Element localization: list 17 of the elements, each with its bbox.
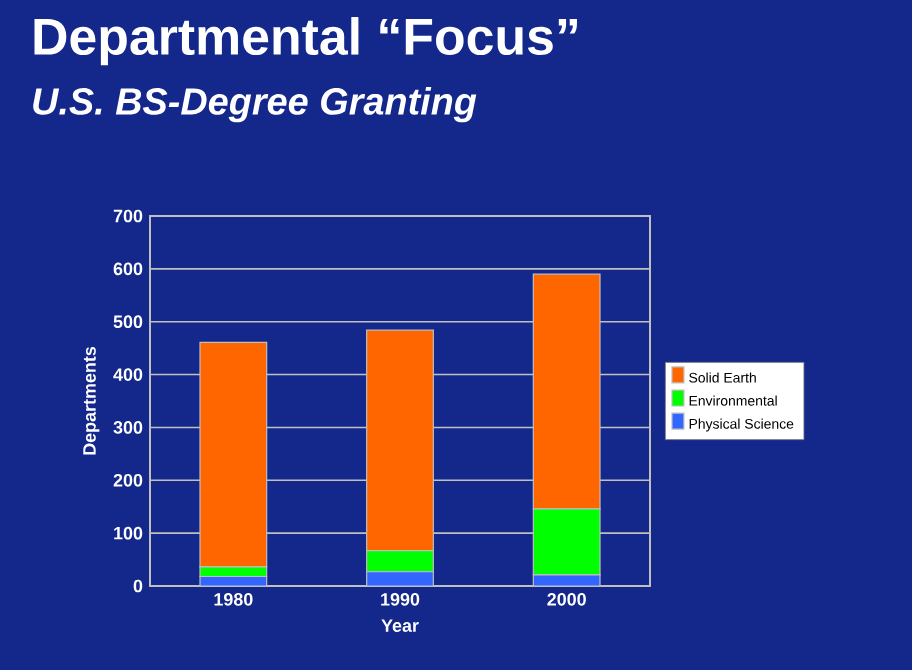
- x-tick-label: 1980: [214, 593, 253, 606]
- y-tick-label: 0: [133, 579, 143, 593]
- bar: [199, 341, 268, 568]
- y-axis-title: Departments: [83, 346, 100, 455]
- y-tick-label: 200: [113, 473, 143, 487]
- y-tick-label: 700: [113, 209, 143, 223]
- x-tick-label: 1990: [381, 593, 420, 606]
- y-tick-label: 500: [113, 315, 143, 329]
- chart-subtitle: U.S. BS-Degree Granting: [33, 87, 477, 123]
- y-tick-label: 600: [113, 262, 143, 276]
- x-axis-title: Year: [381, 619, 419, 632]
- x-tick-label: 2000: [547, 593, 586, 606]
- y-tick-label: 400: [113, 368, 143, 381]
- y-tick-label: 100: [114, 526, 143, 540]
- chart-title: Departmental “Focus”: [34, 17, 577, 66]
- bar: [366, 571, 434, 586]
- y-tick-label: 300: [113, 421, 143, 434]
